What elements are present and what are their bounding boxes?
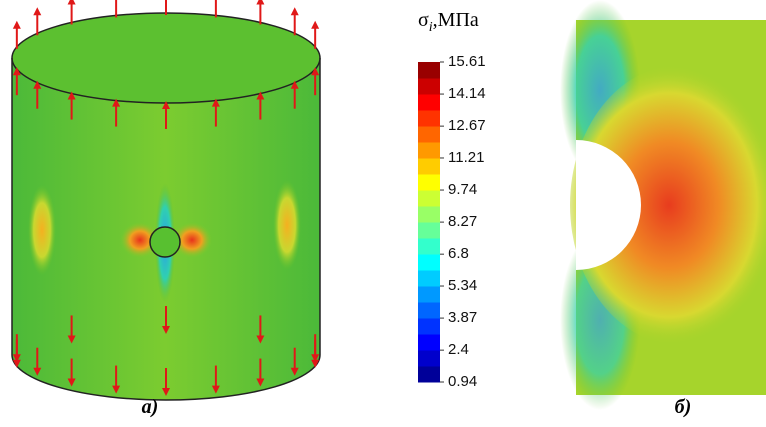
colorbar-band <box>418 366 440 383</box>
colorbar-band <box>418 222 440 239</box>
arrow-head <box>291 7 299 15</box>
colorbar-band <box>418 62 440 79</box>
colorbar-tick-label: 2.4 <box>448 341 469 358</box>
colorbar-tick-label: 15.61 <box>448 53 486 70</box>
colorbar-band <box>418 174 440 191</box>
colorbar-tick-label: 14.14 <box>448 85 486 102</box>
colorbar-band <box>418 350 440 367</box>
colorbar-band <box>418 286 440 303</box>
colorbar-band <box>418 318 440 335</box>
colorbar-tick-label: 11.21 <box>448 149 484 166</box>
colorbar-tick-label: 8.27 <box>448 213 477 230</box>
arrow-head <box>13 21 21 29</box>
colorbar-band <box>418 142 440 159</box>
cylinder-top <box>12 13 320 103</box>
colorbar-title: σi,МПа <box>418 9 479 35</box>
arrow-head <box>33 7 41 15</box>
colorbar-band <box>418 158 440 175</box>
colorbar-band <box>418 238 440 255</box>
panel-label: б) <box>675 396 692 418</box>
colorbar: 0.94 2.4 3.87 5.34 6.8 8.27 9.74 11.21 12.67 14.1… <box>418 53 486 390</box>
colorbar-band <box>418 302 440 319</box>
colorbar-tick-label: 9.74 <box>448 181 477 198</box>
arrow-head <box>256 0 264 4</box>
colorbar-band <box>418 254 440 271</box>
colorbar-band <box>418 270 440 287</box>
colorbar-tick-label: 0.94 <box>448 373 477 390</box>
figure: σi,МПа 0.94 2.4 3.87 5.34 6.8 8.27 9.74 11.21 12… <box>0 0 766 427</box>
colorbar-band <box>418 126 440 143</box>
colorbar-tick-label: 6.8 <box>448 245 469 262</box>
colorbar-band <box>418 110 440 127</box>
colorbar-tick-label: 12.67 <box>448 117 486 134</box>
arrow-head <box>311 21 319 29</box>
colorbar-band <box>418 94 440 111</box>
arrow-head <box>68 0 76 4</box>
colorbar-band <box>418 78 440 95</box>
colorbar-band <box>418 206 440 223</box>
panel-label: а) <box>142 396 159 418</box>
colorbar-tick-label: 3.87 <box>448 309 477 326</box>
plate <box>560 0 766 410</box>
colorbar-band <box>418 190 440 207</box>
colorbar-band <box>418 334 440 351</box>
colorbar-tick-label: 5.34 <box>448 277 477 294</box>
